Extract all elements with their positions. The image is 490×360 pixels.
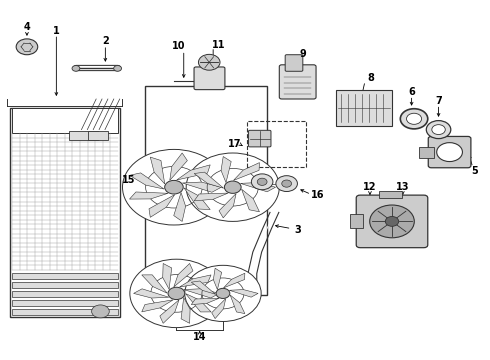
Polygon shape [230,295,245,314]
Circle shape [216,288,230,298]
Polygon shape [233,163,259,180]
Bar [350,215,363,229]
Circle shape [92,305,109,318]
Bar [12,273,118,279]
Text: 9: 9 [299,49,306,59]
Bar [12,282,118,288]
Polygon shape [186,294,211,312]
Polygon shape [212,298,226,319]
Polygon shape [181,297,190,323]
Polygon shape [150,157,165,184]
Bar [336,90,392,126]
Polygon shape [213,268,221,290]
Text: 15: 15 [122,175,135,185]
Polygon shape [170,153,187,180]
Polygon shape [242,189,259,212]
Polygon shape [142,300,173,312]
Circle shape [72,66,80,71]
Polygon shape [184,289,219,298]
Polygon shape [149,195,175,217]
Circle shape [432,125,445,135]
Polygon shape [174,264,193,287]
Polygon shape [221,157,231,183]
Text: 13: 13 [396,182,410,192]
Text: 8: 8 [367,73,374,84]
FancyBboxPatch shape [194,67,225,90]
Text: 14: 14 [193,332,206,342]
Text: 16: 16 [311,190,324,200]
Bar [12,300,118,306]
Circle shape [257,178,267,185]
Circle shape [369,205,415,238]
Circle shape [122,149,225,225]
Circle shape [130,259,223,328]
Circle shape [276,176,297,192]
FancyBboxPatch shape [285,55,303,71]
Text: 2: 2 [102,36,109,46]
Circle shape [282,180,292,187]
Bar [12,291,118,297]
Polygon shape [134,289,169,298]
FancyBboxPatch shape [248,130,271,147]
Circle shape [198,54,220,70]
Polygon shape [229,289,258,297]
Bar [69,131,98,140]
Polygon shape [129,173,164,189]
Polygon shape [174,193,186,221]
Polygon shape [184,188,210,210]
Bar [419,147,434,158]
FancyBboxPatch shape [428,136,471,168]
FancyBboxPatch shape [279,65,316,99]
Circle shape [407,113,421,124]
Circle shape [114,66,122,71]
Circle shape [168,287,185,300]
Polygon shape [219,193,236,218]
Polygon shape [223,273,245,288]
Text: 1: 1 [53,26,60,36]
Circle shape [16,39,38,55]
Circle shape [224,181,241,193]
Text: 7: 7 [435,96,442,106]
Circle shape [400,109,428,129]
Text: 6: 6 [408,87,415,97]
Polygon shape [163,264,172,289]
Polygon shape [194,172,223,188]
Circle shape [185,265,261,321]
Text: 12: 12 [363,182,377,192]
Text: 10: 10 [172,41,186,51]
Text: 4: 4 [24,22,30,32]
FancyBboxPatch shape [356,195,428,248]
Bar [88,131,108,140]
Circle shape [385,216,399,226]
Polygon shape [129,192,168,199]
Polygon shape [179,275,211,287]
Circle shape [251,174,273,190]
Circle shape [426,121,451,139]
Polygon shape [191,298,219,305]
Polygon shape [194,193,228,201]
Polygon shape [182,182,221,192]
Text: 17: 17 [228,139,242,149]
Bar [379,191,402,198]
Bar [12,108,118,133]
Polygon shape [160,300,179,323]
Text: 3: 3 [294,225,301,235]
Text: 5: 5 [471,166,478,176]
Circle shape [165,180,183,194]
Text: 11: 11 [212,40,226,50]
Bar [145,86,267,295]
Polygon shape [142,275,167,293]
Circle shape [186,153,279,221]
Bar [12,309,118,315]
Polygon shape [177,165,210,180]
Circle shape [437,143,463,162]
Bar [433,137,444,149]
Bar [247,121,306,167]
Polygon shape [241,183,275,192]
Bar [10,108,120,317]
Polygon shape [191,281,216,294]
